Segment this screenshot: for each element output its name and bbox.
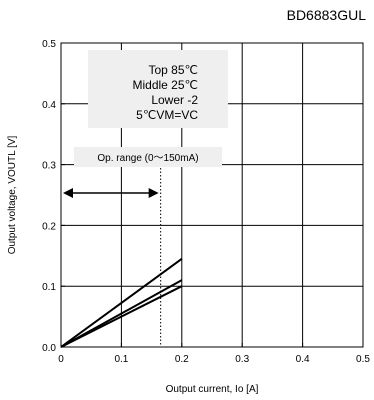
x-tick-label: 0.3 xyxy=(235,354,249,365)
y-tick-label: 0.5 xyxy=(42,39,56,50)
operating-range-label-box xyxy=(74,147,222,167)
legend: Top 85℃ Middle 25℃ Lower -2 5℃VM=VC xyxy=(88,50,228,128)
y-axis-title: Output voltage, VOUTL [V] xyxy=(7,135,18,254)
range-arrow-head-left xyxy=(63,188,73,198)
legend-line-lower: Lower -2 xyxy=(151,93,198,107)
x-tick-label: 0.1 xyxy=(114,354,128,365)
legend-box xyxy=(88,50,228,128)
y-tick-label: 0.1 xyxy=(42,282,56,293)
tick-labels: 0 0.1 0.2 0.3 0.4 0.5 0.0 0.1 0.2 0.3 0.4 0.5 xyxy=(42,39,370,365)
operating-range-label: Op. range (0～150mA) xyxy=(97,153,198,164)
y-tick-label: 0.2 xyxy=(42,221,56,232)
legend-line-middle: Middle 25℃ xyxy=(132,78,198,92)
series-lines xyxy=(60,258,183,348)
plot-frame xyxy=(60,42,364,348)
series-line xyxy=(60,258,183,348)
y-tick-label: 0.0 xyxy=(42,343,56,354)
y-tick-label: 0.4 xyxy=(42,100,56,111)
legend-line-condition: 5℃VM=VC xyxy=(136,108,198,122)
legend-line-top: Top 85℃ xyxy=(148,63,198,77)
range-arrow-head-right xyxy=(148,188,159,198)
operating-range-annotation: Op. range (0～150mA) xyxy=(63,147,222,347)
x-axis-title: Output current, Io [A] xyxy=(166,384,259,395)
part-number: BD6883GUL xyxy=(287,7,367,23)
y-tick-label: 0.3 xyxy=(42,161,56,172)
x-tick-label: 0.4 xyxy=(296,354,310,365)
x-tick-label: 0.2 xyxy=(175,354,189,365)
x-tick-label: 0 xyxy=(58,354,64,365)
series-line xyxy=(60,285,183,348)
x-tick-label: 0.5 xyxy=(356,354,370,365)
